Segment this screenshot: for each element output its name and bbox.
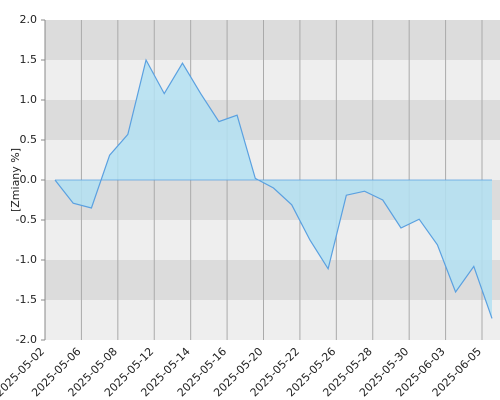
- area: [55, 60, 492, 319]
- grid-band: [45, 300, 500, 340]
- y-tick-label: 2.0: [20, 13, 38, 26]
- y-axis-label: [Zmiany %]: [9, 148, 22, 212]
- y-tick-label: -1.0: [16, 253, 37, 266]
- line: [54, 58, 493, 319]
- y-tick-label: 1.0: [20, 93, 38, 106]
- y-tick-label: -0.5: [16, 213, 37, 226]
- y-tick-label: 0.5: [20, 133, 38, 146]
- grid-band: [45, 60, 500, 100]
- y-tick-label: 1.5: [20, 53, 38, 66]
- y-tick-label: 0.0: [20, 173, 38, 186]
- y-tick-label: -2.0: [16, 333, 37, 346]
- y-tick-label: -1.5: [16, 293, 37, 306]
- grid-band: [45, 100, 500, 140]
- grid-band: [45, 20, 500, 60]
- grid-band: [45, 260, 500, 300]
